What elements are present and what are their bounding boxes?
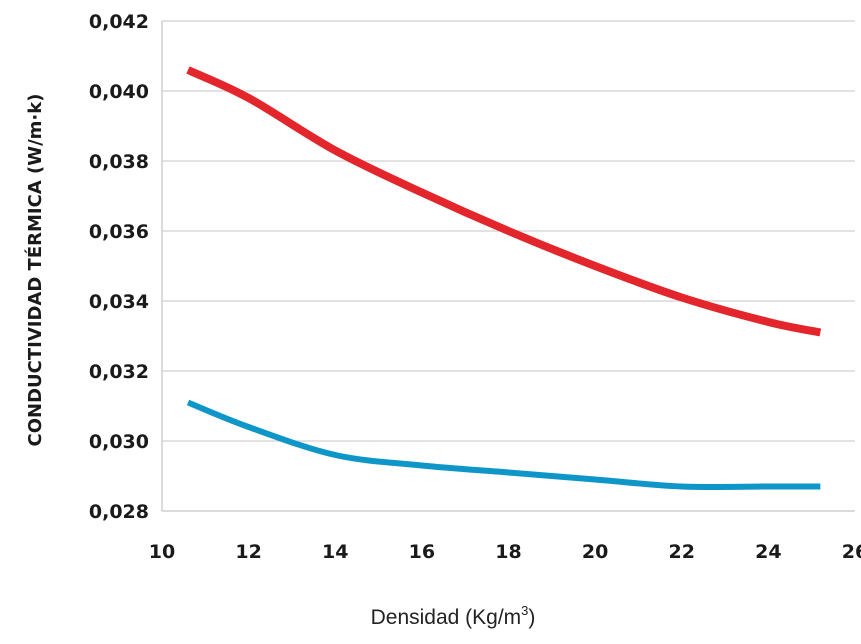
x-tick-label: 10	[149, 541, 175, 563]
x-axis-label-superscript: 3	[521, 603, 528, 618]
y-axis-label: CONDUCTIVIDAD TÉRMICA (W/m·k)	[24, 94, 46, 447]
x-axis-label-text: Densidad (Kg/m	[371, 606, 522, 629]
y-tick-label: 0,034	[89, 291, 149, 313]
x-tick-label: 26	[842, 541, 861, 563]
y-tick-labels: 0,028 0,030 0,032 0,034 0,036 0,038 0,040 0,042	[89, 11, 149, 523]
y-tick-label: 0,038	[89, 151, 149, 173]
x-axis-label-close: )	[528, 606, 535, 629]
x-tick-label: 22	[669, 541, 695, 563]
grid-layer	[161, 20, 855, 512]
y-tick-label: 0,042	[89, 11, 149, 33]
y-tick-label: 0,028	[89, 501, 149, 523]
y-tick-label: 0,040	[89, 81, 149, 103]
x-tick-labels: 10 12 14 16 18 20 22 24 26	[149, 541, 861, 563]
series-line-2	[186, 399, 821, 491]
x-tick-label: 24	[755, 541, 781, 563]
x-tick-label: 20	[582, 541, 608, 563]
x-axis-label: Densidad (Kg/m3)	[371, 603, 536, 629]
series-line-1	[186, 66, 822, 337]
y-tick-label: 0,032	[89, 361, 149, 383]
x-tick-label: 14	[322, 541, 348, 563]
y-tick-label: 0,030	[89, 431, 149, 453]
y-tick-label: 0,036	[89, 221, 149, 243]
series-layer	[186, 66, 822, 491]
x-tick-label: 16	[409, 541, 435, 563]
x-tick-label: 18	[495, 541, 521, 563]
x-tick-label: 12	[235, 541, 261, 563]
